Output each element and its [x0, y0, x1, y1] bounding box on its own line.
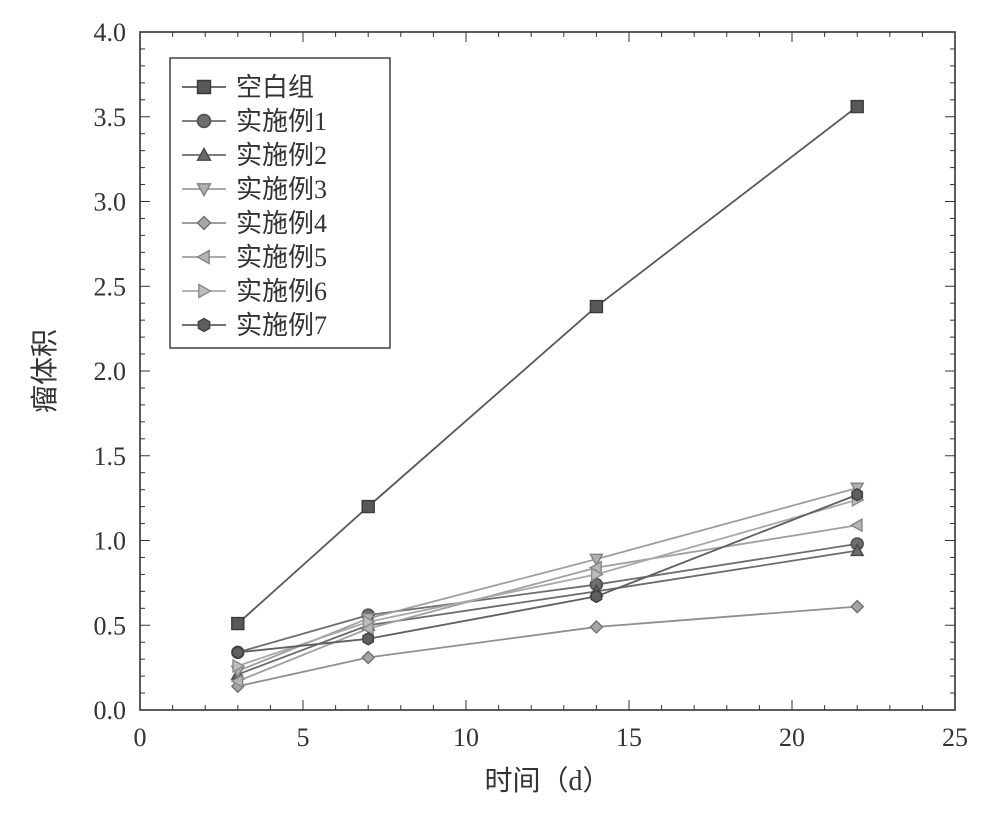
svg-text:3.0: 3.0	[94, 188, 127, 217]
svg-text:0.5: 0.5	[94, 611, 127, 640]
legend-label-ex7: 实施例7	[236, 311, 327, 340]
legend-label-ex6: 实施例6	[236, 277, 327, 306]
svg-text:25: 25	[942, 723, 968, 752]
svg-text:0.0: 0.0	[94, 696, 127, 725]
svg-text:2.0: 2.0	[94, 357, 127, 386]
svg-text:时间（d）: 时间（d）	[484, 765, 610, 797]
line-chart: 0 5 10 15 20 25 0.0 0.5 1.0 1.5 2.0 2.5 3.0 3.5 4.0 时间（…	[0, 0, 1000, 822]
legend-label-ex1: 实施例1	[236, 107, 327, 136]
legend-label-ex2: 实施例2	[236, 141, 327, 170]
svg-text:2.5: 2.5	[94, 272, 127, 301]
svg-text:10: 10	[453, 723, 479, 752]
svg-text:15: 15	[616, 723, 642, 752]
svg-text:5: 5	[297, 723, 310, 752]
svg-text:1.5: 1.5	[94, 442, 127, 471]
legend-label-ex5: 实施例5	[236, 243, 327, 272]
svg-text:20: 20	[779, 723, 805, 752]
legend-label-ex4: 实施例4	[236, 209, 327, 238]
chart-container: 0 5 10 15 20 25 0.0 0.5 1.0 1.5 2.0 2.5 3.0 3.5 4.0 时间（…	[0, 0, 1000, 822]
legend-label-blank: 空白组	[236, 73, 314, 102]
legend-label-ex3: 实施例3	[236, 175, 327, 204]
svg-text:瘤体积: 瘤体积	[29, 329, 61, 413]
svg-text:1.0: 1.0	[94, 527, 127, 556]
legend: 空白组实施例1 实施例2 实施例3 实施例4 实施例5 实施例6 实施例7	[170, 58, 390, 348]
svg-text:4.0: 4.0	[94, 18, 127, 47]
svg-text:3.5: 3.5	[94, 103, 127, 132]
svg-text:0: 0	[134, 723, 147, 752]
